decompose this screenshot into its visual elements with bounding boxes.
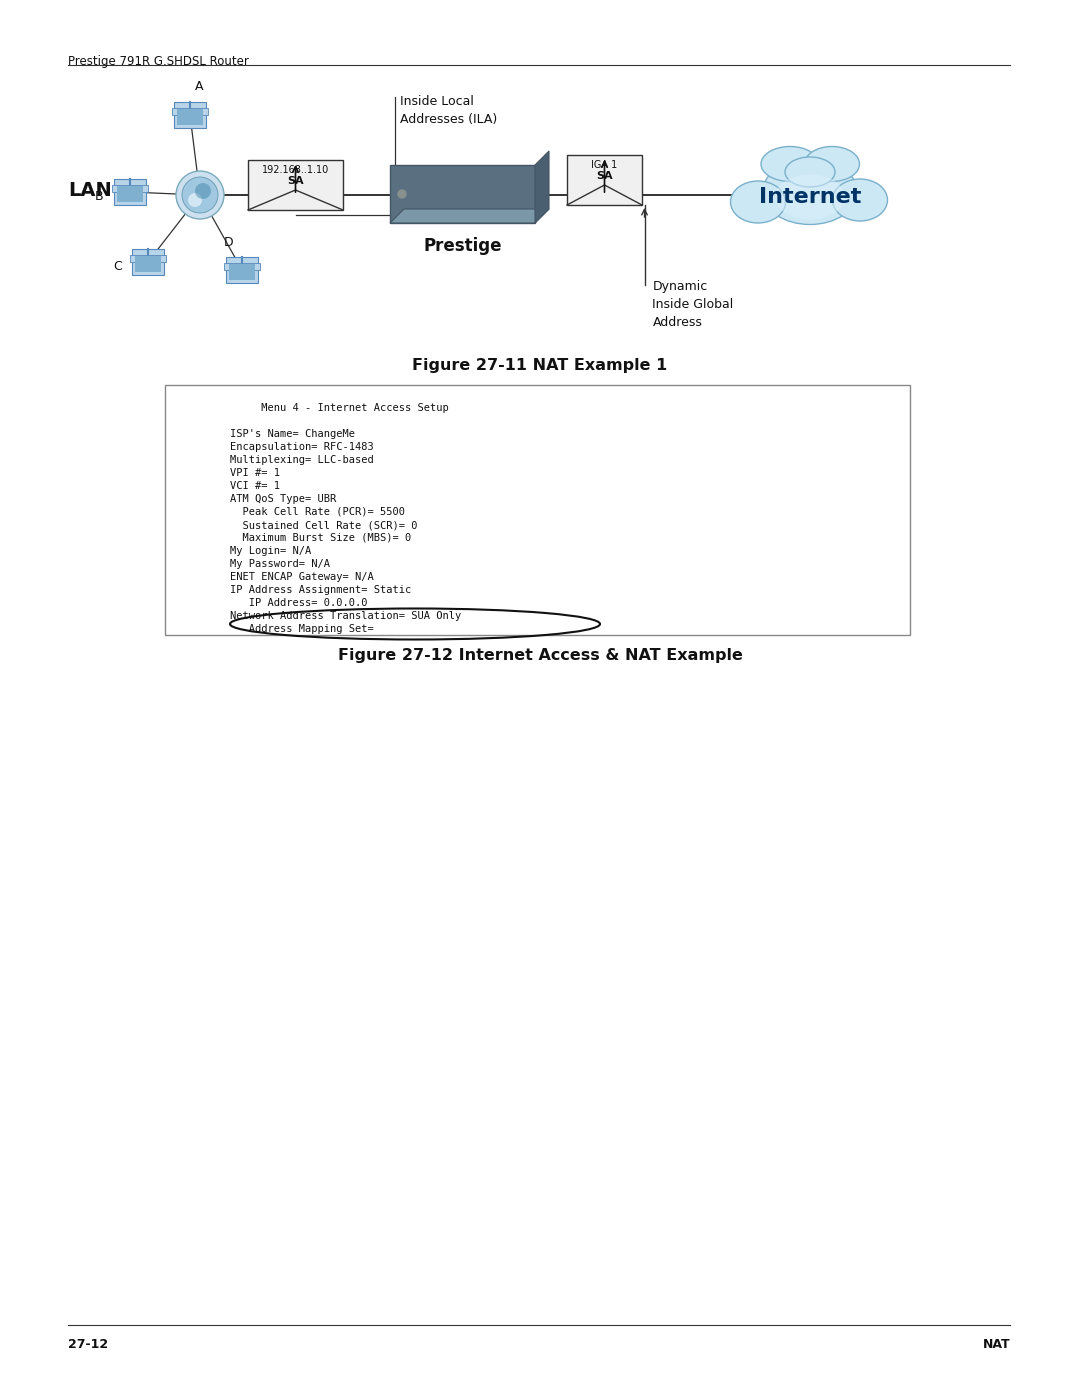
Bar <box>172 108 208 115</box>
Bar <box>112 184 148 191</box>
Text: NAT: NAT <box>983 1338 1010 1351</box>
Text: My Password= N/A: My Password= N/A <box>230 559 330 569</box>
Text: B: B <box>95 190 104 204</box>
Text: A: A <box>195 81 203 94</box>
Circle shape <box>183 177 218 212</box>
Ellipse shape <box>775 175 845 219</box>
Text: Figure 27-11 NAT Example 1: Figure 27-11 NAT Example 1 <box>413 358 667 373</box>
Text: ENET ENCAP Gateway= N/A: ENET ENCAP Gateway= N/A <box>230 571 374 583</box>
Ellipse shape <box>785 156 835 187</box>
Ellipse shape <box>762 159 858 225</box>
Text: Network Address Translation= SUA Only: Network Address Translation= SUA Only <box>230 610 461 622</box>
Text: 192.168..1.10: 192.168..1.10 <box>261 165 329 175</box>
Ellipse shape <box>833 179 888 221</box>
Text: Peak Cell Rate (PCR)= 5500: Peak Cell Rate (PCR)= 5500 <box>230 507 405 517</box>
Text: LAN: LAN <box>68 180 111 200</box>
Text: VPI #= 1: VPI #= 1 <box>230 468 280 478</box>
Ellipse shape <box>730 182 785 224</box>
Text: VCI #= 1: VCI #= 1 <box>230 481 280 490</box>
Text: Multiplexing= LLC-based: Multiplexing= LLC-based <box>230 455 374 465</box>
Bar <box>174 102 206 129</box>
Text: IP Address Assignment= Static: IP Address Assignment= Static <box>230 585 411 595</box>
Circle shape <box>195 183 211 198</box>
Text: C: C <box>113 260 122 274</box>
Circle shape <box>188 193 202 207</box>
Bar <box>226 257 258 284</box>
Text: Dynamic
Inside Global
Address: Dynamic Inside Global Address <box>652 279 733 330</box>
Bar <box>165 386 910 636</box>
Bar <box>390 165 535 224</box>
Bar <box>114 179 146 205</box>
Bar <box>117 186 143 203</box>
Circle shape <box>176 170 224 219</box>
Bar <box>132 249 164 275</box>
Ellipse shape <box>761 147 819 182</box>
Text: ATM QoS Type= UBR: ATM QoS Type= UBR <box>230 495 336 504</box>
Text: Address Mapping Set=: Address Mapping Set= <box>230 624 374 634</box>
Text: D: D <box>224 236 233 249</box>
Text: Encapsulation= RFC-1483: Encapsulation= RFC-1483 <box>230 441 374 453</box>
Text: Menu 4 - Internet Access Setup: Menu 4 - Internet Access Setup <box>230 402 449 414</box>
Text: Prestige 791R G.SHDSL Router: Prestige 791R G.SHDSL Router <box>68 54 248 68</box>
Text: My Login= N/A: My Login= N/A <box>230 546 311 556</box>
Text: 27-12: 27-12 <box>68 1338 108 1351</box>
Text: ISP's Name= ChangeMe: ISP's Name= ChangeMe <box>230 429 355 439</box>
Bar <box>224 263 260 270</box>
Bar <box>177 109 203 124</box>
Text: Inside Local
Addresses (ILA): Inside Local Addresses (ILA) <box>400 95 497 126</box>
Bar <box>135 256 161 272</box>
Polygon shape <box>535 151 549 224</box>
Text: SA: SA <box>596 170 612 182</box>
Text: IGA 1: IGA 1 <box>592 161 618 170</box>
Polygon shape <box>390 210 549 224</box>
Bar <box>567 155 642 205</box>
Text: Figure 27-12 Internet Access & NAT Example: Figure 27-12 Internet Access & NAT Examp… <box>338 648 742 664</box>
Text: SA: SA <box>287 176 303 186</box>
Circle shape <box>399 190 406 198</box>
Text: Internet: Internet <box>759 187 861 207</box>
Text: Prestige: Prestige <box>423 237 502 256</box>
Bar <box>229 264 255 279</box>
Ellipse shape <box>805 147 860 182</box>
Bar <box>248 161 343 210</box>
Text: Sustained Cell Rate (SCR)= 0: Sustained Cell Rate (SCR)= 0 <box>230 520 418 529</box>
Text: IP Address= 0.0.0.0: IP Address= 0.0.0.0 <box>230 598 367 608</box>
Text: Maximum Burst Size (MBS)= 0: Maximum Burst Size (MBS)= 0 <box>230 534 411 543</box>
Bar <box>130 256 166 263</box>
